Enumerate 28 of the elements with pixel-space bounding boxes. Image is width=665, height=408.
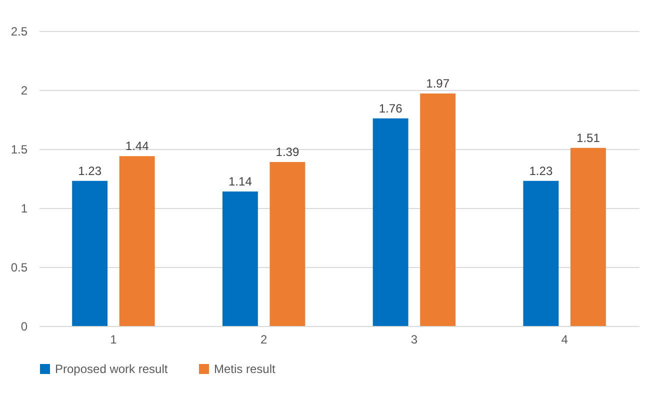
bar: [72, 180, 108, 326]
y-tick-label: 2.5: [10, 24, 28, 38]
bar: [420, 94, 456, 326]
data-label: 1.23: [529, 164, 553, 178]
data-label: 1.14: [228, 174, 252, 188]
x-tick-label: 3: [410, 332, 418, 346]
x-tick-label: 2: [260, 332, 268, 346]
data-label: 1.76: [378, 101, 403, 116]
bar: [570, 148, 606, 326]
data-label: 1.51: [576, 130, 600, 145]
data-label: 1.44: [125, 139, 150, 154]
y-tick-label: 0.5: [10, 260, 28, 274]
y-tick-label: 1.5: [10, 142, 28, 156]
x-tick-label: 1: [110, 332, 118, 346]
legend-label: Metis result: [214, 362, 276, 376]
bar: [270, 162, 306, 326]
bar: [523, 180, 559, 326]
y-tick-label: 1: [20, 202, 28, 216]
legend-label: Proposed work result: [55, 362, 168, 376]
bar: [119, 156, 155, 326]
data-label: 1.39: [276, 144, 300, 159]
data-label: 1.97: [426, 76, 450, 91]
y-tick-label: 0: [20, 320, 28, 334]
bar: [372, 118, 408, 326]
data-label: 1.23: [78, 164, 102, 178]
y-tick-label: 2: [20, 84, 28, 98]
x-tick-label: 4: [561, 332, 568, 346]
bar: [222, 191, 258, 326]
